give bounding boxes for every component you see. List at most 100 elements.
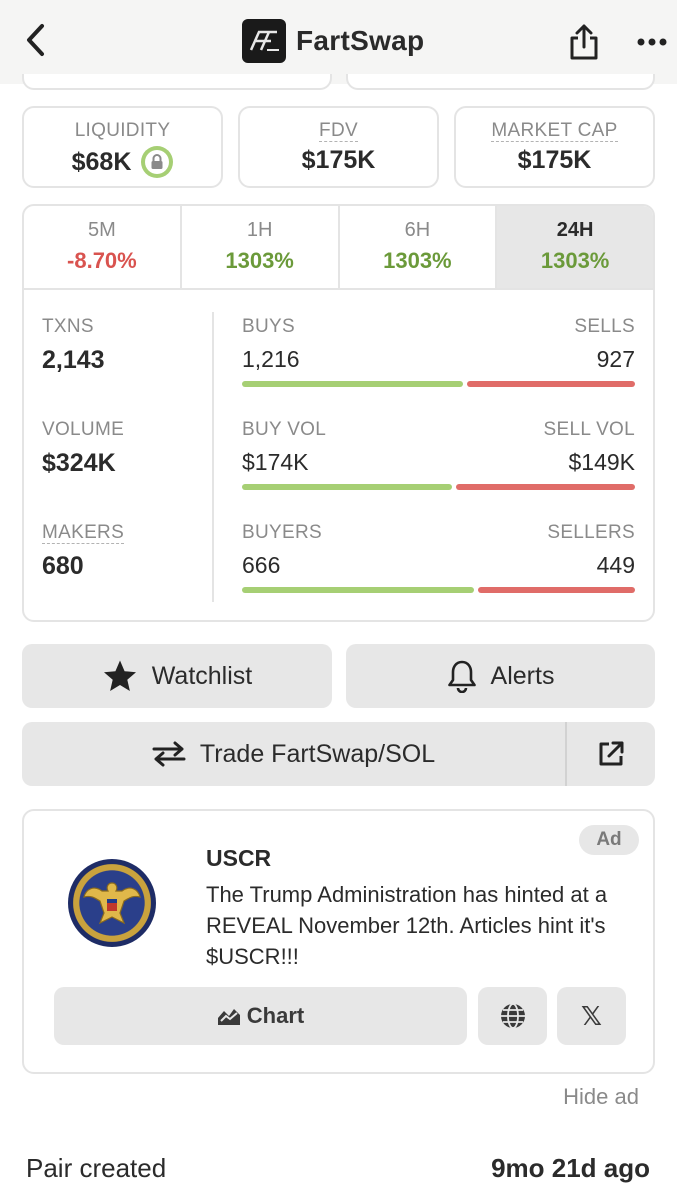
bell-icon <box>447 659 477 693</box>
price-change: 1303% <box>383 248 452 273</box>
makers-value: 680 <box>42 552 84 580</box>
split-labels: BUY VOL SELL VOL <box>242 419 635 441</box>
buy-sell-volume-split: BUY VOL SELL VOL $174K $149K <box>242 419 635 490</box>
fdv-card[interactable]: FDV $175K <box>238 106 439 188</box>
token-header: FartSwap <box>242 19 424 63</box>
price-change: 1303% <box>540 248 610 273</box>
buy-vol-label: BUY VOL <box>242 419 327 440</box>
txns-value: 2,143 <box>42 346 105 374</box>
more-horizontal-icon <box>637 38 667 46</box>
tab-label: 24H <box>556 219 594 241</box>
top-bar: FartSwap <box>0 0 677 84</box>
ad-card: Ad USCR The Trump Administration has hin… <box>22 809 655 1074</box>
split-values: 1,216 927 <box>242 338 635 373</box>
partial-card <box>346 74 655 90</box>
chevron-left-icon <box>27 24 44 56</box>
txns-metric: TXNS 2,143 <box>42 316 105 375</box>
makers-metric[interactable]: MAKERS 680 <box>42 522 125 581</box>
ad-title: USCR <box>206 845 272 871</box>
watchlist-button[interactable]: Watchlist <box>22 644 332 708</box>
tab-6h[interactable]: 6H 1303% <box>340 206 498 288</box>
sell-bar <box>478 587 635 593</box>
fdv-label-wrap: FDV <box>240 120 437 142</box>
market-cap-label-wrap: MARKET CAP <box>456 120 653 142</box>
makers-bar <box>242 587 635 593</box>
sells-label: SELLS <box>574 316 635 337</box>
sellers-value: 449 <box>596 552 635 578</box>
divider <box>565 722 567 786</box>
sell-bar <box>467 381 635 387</box>
sells-value: 927 <box>596 346 635 372</box>
tab-label: 1H <box>246 219 273 241</box>
ad-chart-label: Chart <box>246 1003 305 1028</box>
watchlist-label: Watchlist <box>151 661 253 690</box>
partial-card <box>22 74 332 90</box>
buys-label: BUYS <box>242 316 295 337</box>
volume-bar <box>242 484 635 490</box>
sellers-label: SELLERS <box>547 522 635 543</box>
ad-text: The Trump Administration has hinted at a… <box>206 882 608 969</box>
x-icon: 𝕏 <box>581 1000 602 1031</box>
trade-label: Trade FartSwap/SOL <box>199 739 436 768</box>
share-button[interactable] <box>562 20 606 64</box>
liquidity-value: $68K <box>71 147 132 176</box>
split-values: $174K $149K <box>242 441 635 476</box>
tab-24h[interactable]: 24H 1303% <box>497 206 653 288</box>
liquidity-row: $68K <box>24 146 221 178</box>
fdv-label: FDV <box>319 120 358 142</box>
volume-label: VOLUME <box>42 419 125 440</box>
trade-button[interactable]: Trade FartSwap/SOL <box>22 722 565 786</box>
swap-arrows-icon <box>152 741 186 767</box>
tab-1h[interactable]: 1H 1303% <box>182 206 340 288</box>
external-link-button[interactable] <box>567 722 655 786</box>
sell-vol-label: SELL VOL <box>543 419 635 440</box>
ad-chart-button[interactable]: Chart <box>54 987 467 1045</box>
buys-value: 1,216 <box>242 346 300 372</box>
split-labels: BUYS SELLS <box>242 316 635 338</box>
buyers-value: 666 <box>242 552 281 578</box>
split-values: 666 449 <box>242 544 635 579</box>
market-cap-value: $175K <box>517 146 592 174</box>
ad-logo-icon <box>68 859 156 947</box>
pair-created-label: Pair created <box>26 1153 167 1183</box>
hide-ad-link[interactable]: Hide ad <box>563 1084 639 1109</box>
buys-sells-bar <box>242 381 635 387</box>
trade-bar: Trade FartSwap/SOL <box>22 722 655 786</box>
liquidity-label: LIQUIDITY <box>74 120 171 141</box>
share-icon <box>570 24 598 60</box>
globe-icon <box>500 1003 525 1029</box>
tab-label: 5M <box>87 219 116 241</box>
buy-bar <box>242 587 474 593</box>
market-cap-card[interactable]: MARKET CAP $175K <box>454 106 655 188</box>
alerts-button[interactable]: Alerts <box>346 644 655 708</box>
makers-label-wrap: MAKERS <box>42 522 125 544</box>
split-labels: BUYERS SELLERS <box>242 522 635 544</box>
tab-label: 6H <box>404 219 431 241</box>
liquidity-card: LIQUIDITY $68K <box>22 106 223 188</box>
star-icon <box>102 659 138 693</box>
timeframe-tabs: 5M -8.70% 1H 1303% 6H 1303% 24H 1303% <box>24 206 653 290</box>
buyers-sellers-split: BUYERS SELLERS 666 449 <box>242 522 635 593</box>
alerts-label: Alerts <box>490 661 555 690</box>
buy-vol-value: $174K <box>242 449 309 475</box>
makers-label: MAKERS <box>42 522 125 544</box>
volume-value: $324K <box>42 449 116 477</box>
ad-x-button[interactable]: 𝕏 <box>557 987 626 1045</box>
token-logo-icon <box>242 19 286 63</box>
price-change: -8.70% <box>67 248 137 273</box>
fdv-value: $175K <box>301 146 376 174</box>
ad-website-button[interactable] <box>478 987 547 1045</box>
column-divider <box>212 312 214 602</box>
external-link-icon <box>599 741 624 766</box>
back-button[interactable] <box>18 22 54 58</box>
price-change: 1303% <box>225 248 294 273</box>
pair-created-value: 9mo 21d ago <box>491 1153 650 1183</box>
buy-bar <box>242 484 452 490</box>
sell-vol-value: $149K <box>568 449 635 475</box>
more-options-button[interactable] <box>632 28 672 56</box>
tab-5m[interactable]: 5M -8.70% <box>24 206 182 288</box>
txns-label: TXNS <box>42 316 94 337</box>
lock-icon[interactable] <box>141 146 174 178</box>
buys-sells-split: BUYS SELLS 1,216 927 <box>242 316 635 387</box>
chart-icon <box>217 1006 241 1026</box>
